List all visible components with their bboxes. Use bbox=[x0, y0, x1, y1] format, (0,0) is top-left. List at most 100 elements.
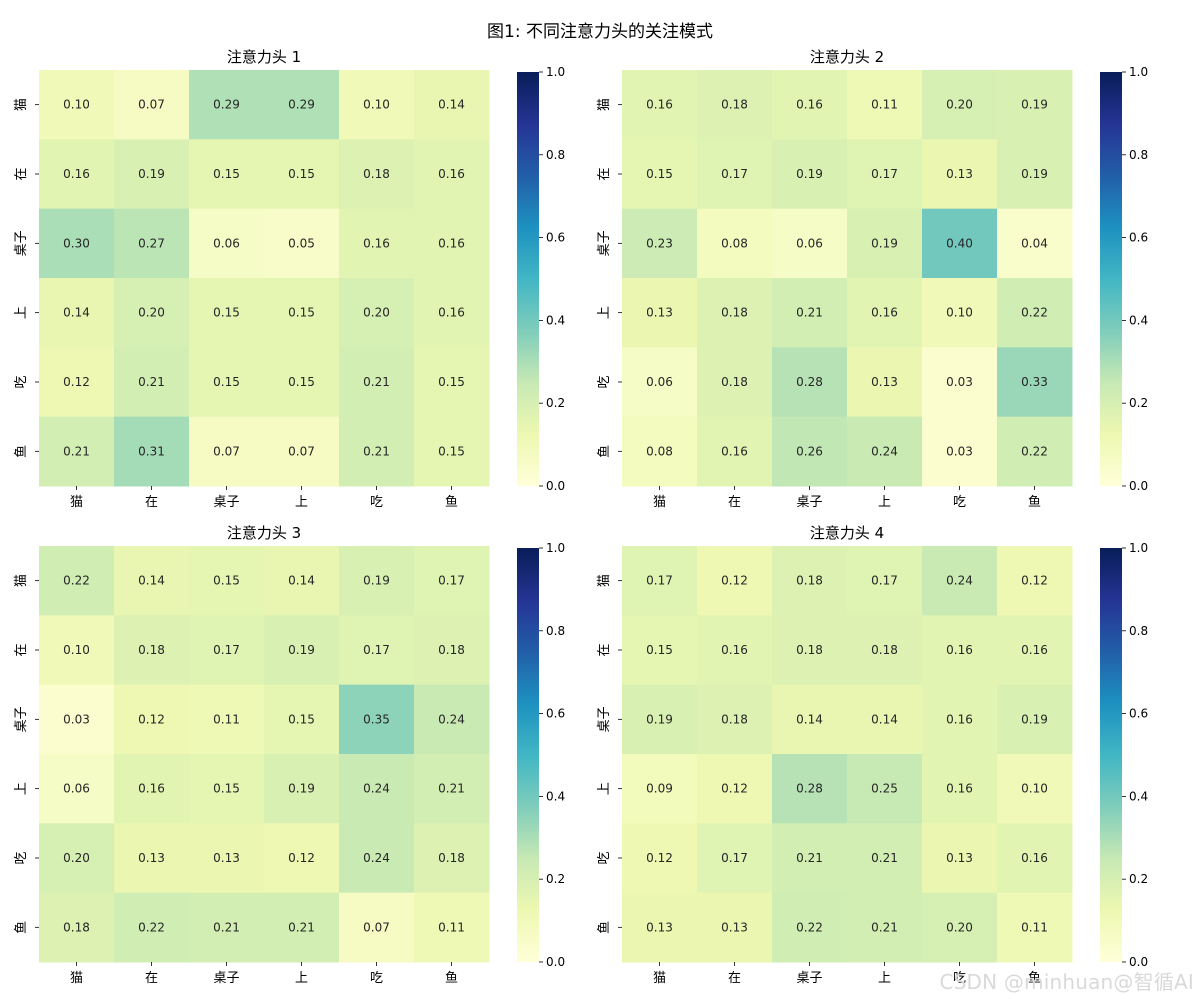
y-tick-label: 在 bbox=[14, 643, 29, 656]
cell-value-label: 0.29 bbox=[213, 98, 240, 112]
heatmap-cell bbox=[414, 892, 490, 963]
heatmap-cell bbox=[339, 892, 415, 963]
heatmap-cell bbox=[264, 615, 340, 686]
cell-value-label: 0.08 bbox=[721, 236, 748, 250]
colorbar bbox=[517, 548, 539, 962]
heatmap-cell bbox=[189, 823, 265, 894]
cell-value-label: 0.22 bbox=[1021, 306, 1048, 320]
cell-value-label: 0.18 bbox=[63, 920, 90, 934]
panel-title: 注意力头 2 bbox=[810, 48, 884, 66]
x-tick-label: 鱼 bbox=[445, 494, 458, 510]
heatmap-cell bbox=[339, 684, 415, 755]
x-tick-label: 桌子 bbox=[796, 971, 822, 986]
heatmap-cell bbox=[189, 615, 265, 686]
colorbar-tick-label: 0.0 bbox=[1129, 955, 1148, 969]
heatmap-cell bbox=[997, 615, 1073, 686]
heatmap-cell bbox=[339, 753, 415, 824]
heatmap-cell bbox=[772, 208, 848, 279]
heatmap-cell bbox=[264, 416, 340, 487]
colorbar-tick-label: 0.4 bbox=[1129, 313, 1148, 327]
heatmap-cell bbox=[39, 823, 115, 894]
cell-value-label: 0.17 bbox=[721, 851, 748, 865]
heatmap-cell bbox=[922, 753, 998, 824]
watermark: CSDN @minhuan@智循AI bbox=[939, 970, 1194, 994]
cell-value-label: 0.21 bbox=[796, 851, 823, 865]
x-tick-label: 上 bbox=[295, 495, 308, 510]
x-tick-label: 鱼 bbox=[445, 970, 458, 986]
heatmap-cell bbox=[114, 615, 190, 686]
heatmap-cell bbox=[847, 139, 923, 210]
heatmap-cell bbox=[114, 347, 190, 418]
heatmap-cell bbox=[697, 823, 773, 894]
cell-value-label: 0.24 bbox=[871, 444, 898, 458]
heatmap-cell bbox=[847, 615, 923, 686]
colorbar-tick-label: 0.0 bbox=[546, 479, 565, 493]
y-tick-label: 吃 bbox=[596, 851, 612, 864]
heatmap-cell bbox=[414, 70, 490, 140]
cell-value-label: 0.13 bbox=[721, 920, 748, 934]
heatmap-cell bbox=[847, 416, 923, 487]
heatmap-cell bbox=[697, 139, 773, 210]
cell-value-label: 0.16 bbox=[438, 236, 465, 250]
cell-value-label: 0.16 bbox=[63, 167, 90, 181]
cell-value-label: 0.19 bbox=[871, 236, 898, 250]
heatmap-cell bbox=[189, 546, 265, 616]
cell-value-label: 0.15 bbox=[646, 643, 673, 657]
cell-value-label: 0.10 bbox=[63, 98, 90, 112]
cell-value-label: 0.05 bbox=[288, 236, 315, 250]
heatmap-cell bbox=[622, 823, 698, 894]
cell-value-label: 0.22 bbox=[796, 920, 823, 934]
heatmap-cell bbox=[189, 139, 265, 210]
heatmap-cell bbox=[997, 347, 1073, 418]
heatmap-cell bbox=[697, 70, 773, 140]
heatmap-panel-3: 注意力头 3 0.22 0.14 0.15 0.14 0.19 0.17 0.10 0.18 0.… bbox=[13, 524, 565, 986]
heatmap-cell bbox=[414, 684, 490, 755]
heatmap-cell bbox=[697, 546, 773, 616]
cell-value-label: 0.16 bbox=[946, 712, 973, 726]
cell-value-label: 0.04 bbox=[1021, 236, 1048, 250]
cell-value-label: 0.14 bbox=[871, 712, 898, 726]
cell-value-label: 0.09 bbox=[646, 782, 673, 796]
heatmap-cell bbox=[847, 823, 923, 894]
cell-value-label: 0.20 bbox=[946, 98, 973, 112]
heatmap-cell bbox=[847, 753, 923, 824]
cell-value-label: 0.16 bbox=[1021, 643, 1048, 657]
cell-value-label: 0.18 bbox=[721, 98, 748, 112]
heatmap-cell bbox=[622, 70, 698, 140]
cell-value-label: 0.19 bbox=[1021, 712, 1048, 726]
cell-value-label: 0.21 bbox=[363, 375, 390, 389]
x-tick-label: 上 bbox=[878, 971, 891, 986]
cell-value-label: 0.22 bbox=[63, 574, 90, 588]
cell-value-label: 0.19 bbox=[646, 712, 673, 726]
cell-value-label: 0.17 bbox=[871, 574, 898, 588]
heatmap-cell bbox=[339, 70, 415, 140]
cell-value-label: 0.40 bbox=[946, 236, 973, 250]
cell-value-label: 0.22 bbox=[1021, 444, 1048, 458]
cell-value-label: 0.30 bbox=[63, 236, 90, 250]
cell-value-label: 0.15 bbox=[288, 306, 315, 320]
cell-value-label: 0.15 bbox=[213, 375, 240, 389]
cell-value-label: 0.21 bbox=[363, 444, 390, 458]
cell-value-label: 0.12 bbox=[63, 375, 90, 389]
y-tick-label: 在 bbox=[597, 167, 612, 180]
cell-value-label: 0.17 bbox=[438, 574, 465, 588]
cell-value-label: 0.28 bbox=[796, 782, 823, 796]
heatmap-cell bbox=[772, 546, 848, 616]
colorbar bbox=[1100, 548, 1122, 962]
heatmap-cell bbox=[114, 70, 190, 140]
heatmap-cell bbox=[922, 546, 998, 616]
heatmap-cell bbox=[622, 208, 698, 279]
heatmap-cell bbox=[997, 70, 1073, 140]
heatmap-cell bbox=[997, 892, 1073, 963]
y-tick-label: 上 bbox=[14, 306, 29, 319]
heatmap-cell bbox=[339, 615, 415, 686]
heatmap-cell bbox=[622, 753, 698, 824]
heatmap-cell bbox=[264, 347, 340, 418]
cell-value-label: 0.19 bbox=[1021, 167, 1048, 181]
heatmap-cell bbox=[414, 139, 490, 210]
heatmap-cell bbox=[697, 416, 773, 487]
heatmap-cell bbox=[847, 347, 923, 418]
y-tick-label: 猫 bbox=[597, 98, 612, 111]
heatmap-cell bbox=[414, 347, 490, 418]
cell-value-label: 0.15 bbox=[288, 167, 315, 181]
